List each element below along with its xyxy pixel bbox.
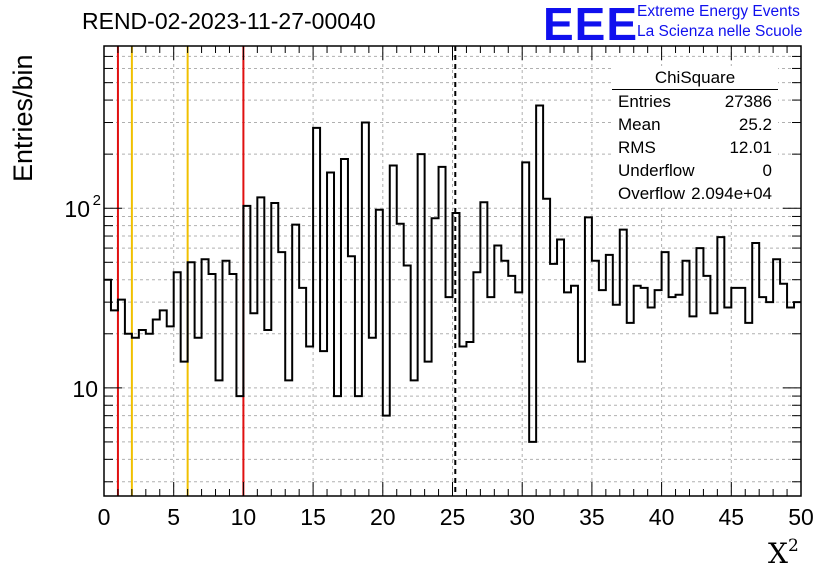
stats-row-overflow: Overflow 2.094e+04 [618,184,772,206]
stats-row-mean: Mean 25.2 [618,115,772,137]
y-axis-label: Entries/bin [8,54,38,182]
logo-line-2: La Scienza nelle Scuole [637,23,803,40]
stats-key: Entries [618,92,671,111]
stats-key: Mean [618,115,661,134]
x-axis-label-base: X [768,537,788,570]
stats-row-underflow: Underflow 0 [618,161,772,183]
x-tick-label: 10 [231,504,257,530]
x-tick-label: 50 [788,504,814,530]
stats-title: ChiSquare [654,68,736,87]
logo-mark: EEE [543,0,639,50]
x-tick-label: 45 [719,504,745,530]
x-tick-labels: 0 5 10 15 20 25 30 35 40 45 50 [98,504,814,530]
stats-row-rms: RMS 12.01 [618,138,772,160]
x-axis-label: X2 [768,536,799,570]
y-tick-label-exponent: 2 [93,192,101,209]
stats-box: ChiSquare Entries 27386 Mean 25.2 RMS 12… [612,66,778,206]
marker-lines [116,46,457,496]
y-tick-label: 10 [64,196,90,222]
x-tick-label: 15 [300,504,326,530]
stats-row-entries: Entries 27386 [618,92,772,114]
stats-key: Overflow [618,184,686,203]
x-tick-label: 35 [579,504,605,530]
stats-key: Underflow [618,161,695,180]
stats-value: 27386 [724,92,772,111]
x-axis-label-superscript: 2 [787,536,799,556]
stats-value: 2.094e+04 [691,184,772,203]
histogram-series [104,104,801,443]
x-tick-label: 30 [509,504,535,530]
stats-value: 0 [762,161,772,180]
x-tick-label: 0 [98,504,111,530]
x-tick-label: 20 [370,504,396,530]
stats-value: 25.2 [738,115,772,134]
chart-title: REND-02-2023-11-27-00040 [82,8,376,34]
y-tick-label: 10 [72,376,98,402]
x-tick-label: 25 [440,504,466,530]
eee-logo: EEE Extreme Energy Events La Scienza nel… [543,0,833,50]
x-tick-label: 40 [649,504,675,530]
x-tick-label: 5 [167,504,180,530]
axis-ticks [103,45,802,496]
stats-key: RMS [618,138,656,157]
stats-value: 12.01 [729,138,772,157]
logo-line-1: Extreme Energy Events [637,3,800,20]
stats-divider [612,89,778,90]
